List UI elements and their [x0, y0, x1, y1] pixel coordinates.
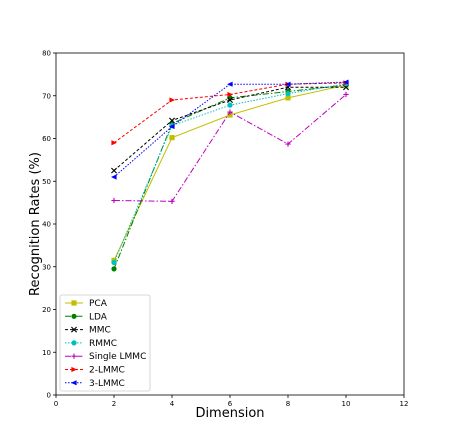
data-point	[111, 197, 117, 204]
legend-label: 3-LMMC	[89, 379, 125, 389]
series-mmc	[111, 84, 349, 174]
x-tick-label: 12	[400, 400, 409, 408]
series-layer	[111, 79, 349, 272]
legend-marker	[71, 300, 77, 306]
legend-label: LDA	[89, 312, 108, 322]
y-tick-label: 30	[42, 263, 51, 271]
x-tick-label: 4	[170, 400, 175, 408]
legend-marker	[71, 340, 77, 346]
data-point	[111, 259, 117, 266]
legend-marker	[71, 366, 77, 373]
legend-entry: RMMC	[65, 339, 117, 349]
data-point	[227, 109, 233, 115]
legend-box	[59, 294, 151, 392]
data-point	[169, 135, 175, 141]
data-point	[285, 141, 291, 147]
legend-label: 2-LMMC	[89, 366, 125, 376]
y-tick-label: 50	[42, 178, 51, 186]
legend-entry: 3-LMMC	[65, 379, 125, 389]
x-tick-label: 8	[286, 400, 290, 408]
data-point	[111, 167, 117, 174]
y-tick-label: 70	[42, 92, 51, 100]
y-axis-ticks: 0 10 20 30 40 50 60 70 80	[42, 50, 56, 400]
series-single-lmmc	[111, 91, 349, 204]
y-tick-label: 80	[42, 50, 51, 58]
series-rmmc	[111, 81, 349, 266]
data-point	[169, 97, 175, 103]
legend: PCA LDA MMC RMMC Single LMMC 2-LMMC 3-LMMC	[59, 294, 151, 392]
y-tick-label: 0	[47, 392, 51, 400]
data-point	[343, 79, 349, 85]
data-point	[227, 97, 233, 104]
data-point	[227, 91, 233, 98]
x-tick-label: 10	[342, 400, 351, 408]
series-line	[113, 86, 346, 171]
legend-marker	[71, 326, 77, 333]
legend-label: MMC	[89, 326, 111, 336]
x-tick-label: 6	[228, 400, 233, 408]
data-point	[169, 117, 175, 124]
x-tick-label: 0	[54, 400, 58, 408]
y-tick-label: 40	[42, 221, 51, 229]
legend-label: Single LMMC	[89, 352, 146, 362]
data-point	[227, 112, 233, 118]
y-tick-label: 10	[42, 349, 51, 357]
data-point	[111, 140, 117, 146]
series-3-lmmc	[111, 79, 349, 180]
data-point	[169, 198, 175, 204]
legend-marker	[71, 313, 77, 319]
y-axis-title: Recognition Rates (%)	[28, 152, 43, 296]
x-axis-ticks: 0 2 4 6 8 10 12	[54, 395, 409, 408]
data-point	[343, 91, 349, 98]
data-point	[111, 174, 117, 180]
series-line	[113, 81, 347, 178]
y-tick-label: 60	[42, 135, 51, 143]
legend-entry: LDA	[65, 312, 108, 322]
y-tick-label: 20	[42, 306, 51, 314]
legend-entry: Single LMMC	[65, 352, 146, 362]
legend-entry: MMC	[65, 326, 111, 336]
data-point	[227, 102, 233, 108]
data-point	[285, 81, 291, 87]
data-point	[285, 91, 291, 97]
x-axis-title: Dimension	[195, 406, 264, 421]
data-point	[285, 95, 291, 101]
legend-marker	[71, 380, 77, 386]
legend-label: RMMC	[89, 339, 117, 349]
legend-entry: 2-LMMC	[65, 366, 125, 376]
data-point	[111, 266, 117, 272]
legend-entry: PCA	[65, 299, 108, 309]
data-point	[169, 123, 175, 130]
x-tick-label: 2	[112, 400, 116, 408]
legend-label: PCA	[89, 299, 108, 309]
data-point	[227, 81, 233, 87]
legend-marker	[71, 353, 77, 359]
